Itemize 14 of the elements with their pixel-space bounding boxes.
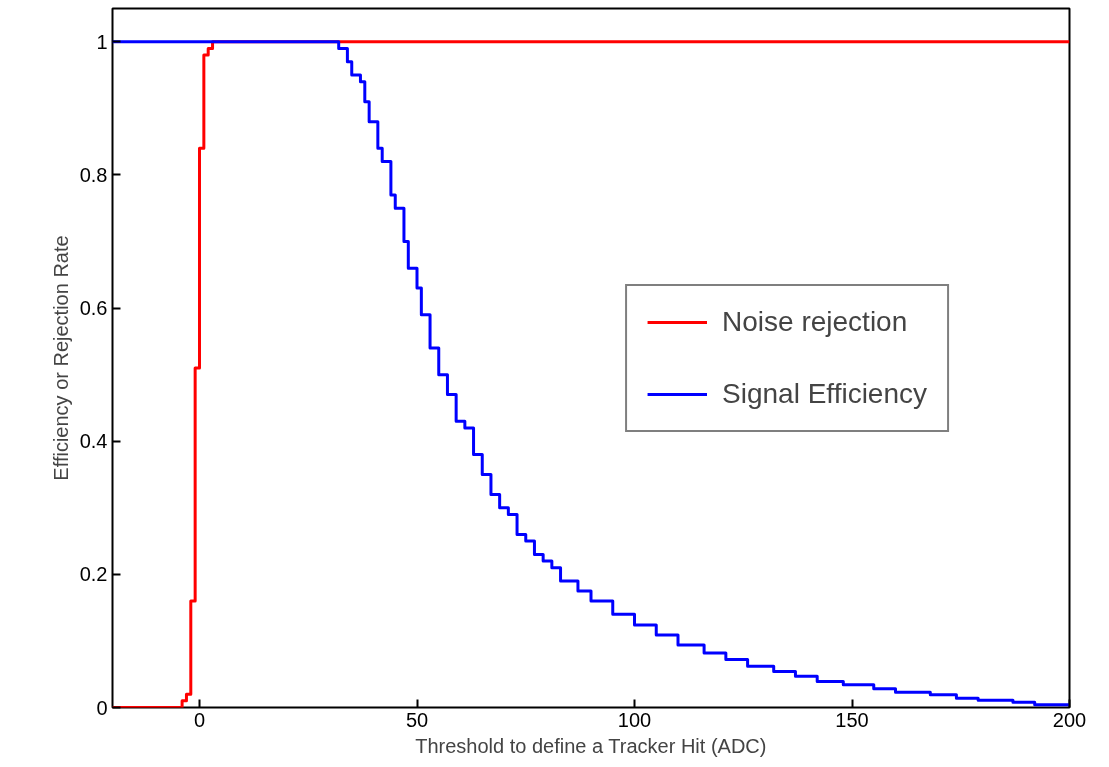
- y-tick-label: 0.6: [79, 297, 108, 320]
- x-tick-label: 150: [835, 708, 869, 731]
- x-tick-label: 200: [1052, 708, 1087, 731]
- x-tick-label: 0: [193, 708, 206, 731]
- y-axis-title: Efficiency or Rejection Rate: [49, 235, 72, 481]
- y-tick-label: 0.4: [79, 430, 108, 453]
- y-tick-label: 1: [96, 30, 108, 53]
- x-axis-title: Threshold to define a Tracker Hit (ADC): [415, 734, 767, 757]
- y-tick-label: 0.8: [79, 163, 108, 186]
- y-tick-label: 0.2: [79, 563, 108, 586]
- x-tick-label: 50: [405, 708, 429, 731]
- legend-label: Noise rejection: [722, 305, 908, 338]
- x-tick-label: 100: [617, 708, 652, 731]
- legend-label: Signal Efficiency: [722, 377, 927, 410]
